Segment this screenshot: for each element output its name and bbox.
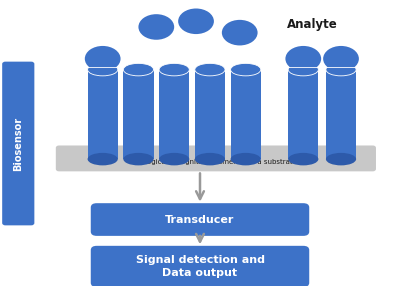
Ellipse shape — [159, 153, 189, 165]
Bar — [230, 70, 261, 159]
Ellipse shape — [288, 63, 318, 76]
Ellipse shape — [195, 153, 225, 165]
Ellipse shape — [85, 46, 120, 71]
FancyBboxPatch shape — [2, 62, 34, 225]
Ellipse shape — [88, 63, 118, 76]
Text: Signal detection and
Data output: Signal detection and Data output — [136, 255, 264, 278]
Ellipse shape — [88, 153, 118, 165]
FancyBboxPatch shape — [91, 246, 309, 287]
Ellipse shape — [123, 63, 154, 76]
Ellipse shape — [123, 153, 154, 165]
Ellipse shape — [286, 46, 321, 71]
Ellipse shape — [178, 9, 214, 34]
Ellipse shape — [138, 14, 174, 40]
Text: Analyte: Analyte — [287, 18, 338, 31]
Bar — [88, 70, 118, 159]
Bar — [195, 70, 225, 159]
FancyBboxPatch shape — [91, 203, 309, 236]
Ellipse shape — [195, 63, 225, 76]
Ellipse shape — [230, 153, 261, 165]
Ellipse shape — [326, 153, 356, 165]
Ellipse shape — [288, 153, 318, 165]
Text: Biological recognition elements on a substrate: Biological recognition elements on a sub… — [134, 159, 297, 165]
Ellipse shape — [323, 46, 359, 71]
Ellipse shape — [159, 63, 189, 76]
Text: Transducer: Transducer — [165, 214, 235, 224]
Bar — [326, 70, 356, 159]
Bar — [159, 70, 189, 159]
Ellipse shape — [326, 63, 356, 76]
Bar — [123, 70, 154, 159]
Ellipse shape — [222, 20, 258, 45]
FancyBboxPatch shape — [56, 146, 376, 171]
Ellipse shape — [230, 63, 261, 76]
Bar — [288, 70, 318, 159]
Text: Biosensor: Biosensor — [13, 117, 23, 170]
